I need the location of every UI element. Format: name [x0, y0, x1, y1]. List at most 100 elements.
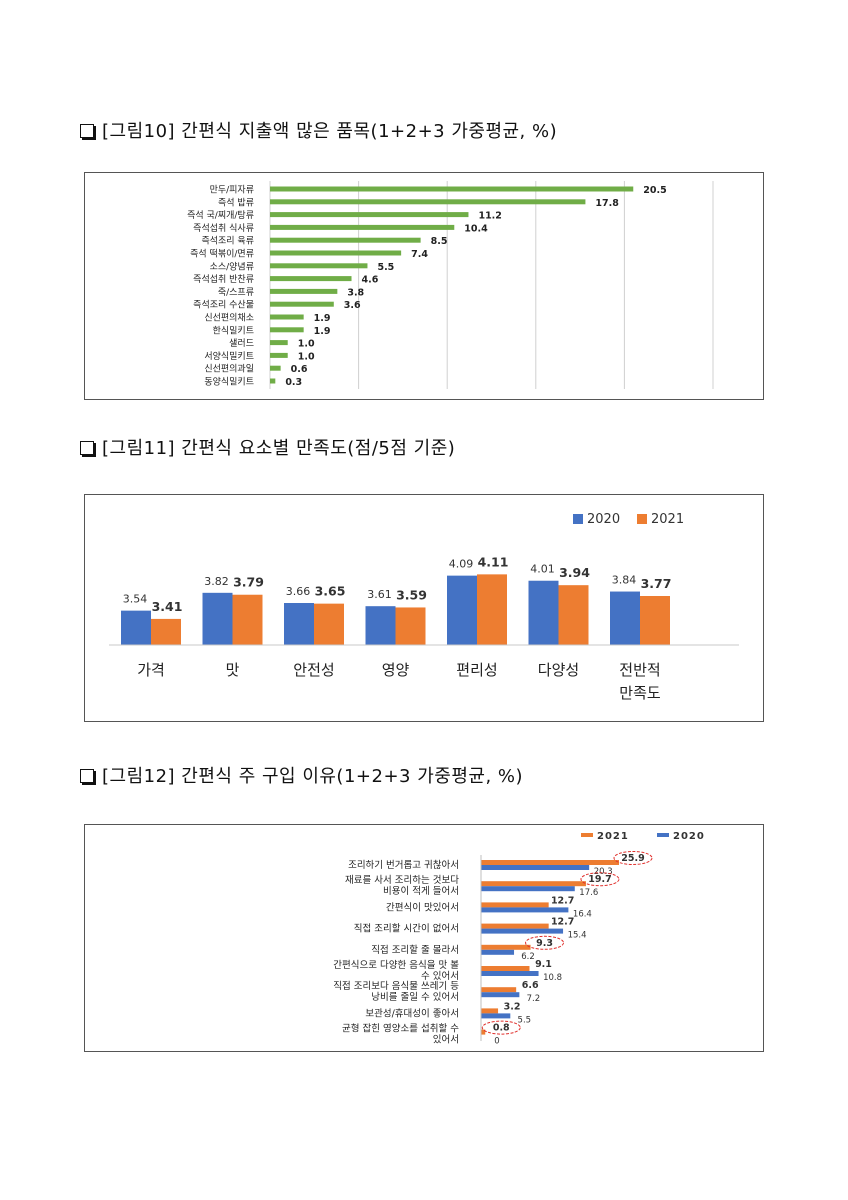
- value-label: 3.59: [396, 587, 427, 602]
- category-label: 보관성/휴대성이 좋아서: [365, 1008, 459, 1019]
- category-label: 직접 조리할 시간이 없어서: [354, 923, 459, 935]
- value-label: 6.2: [521, 952, 535, 962]
- value-label: 10.8: [543, 973, 562, 983]
- bar: [477, 574, 507, 645]
- value-label: 3.54: [123, 593, 148, 606]
- value-label: 3.6: [344, 300, 361, 311]
- category-label: 즉석조리 육류: [201, 236, 254, 247]
- category-label: 있어서: [433, 1034, 459, 1046]
- bar: [481, 944, 531, 950]
- bar: [270, 327, 304, 333]
- value-label: 16.4: [573, 909, 592, 919]
- bar: [121, 610, 151, 645]
- category-label: 영양: [382, 661, 410, 679]
- legend-label: 2021: [597, 831, 629, 842]
- category-label: 만두/피자류: [210, 185, 254, 196]
- bar: [481, 923, 549, 929]
- category-label: 죽/스프류: [218, 287, 254, 298]
- value-label: 0: [494, 1037, 499, 1047]
- value-label: 0.3: [285, 377, 302, 388]
- value-label: 5.5: [377, 262, 394, 273]
- category-label: 샐러드: [229, 338, 254, 349]
- fig10-bar-chart: 만두/피자류 20.5 즉석 밥류 17.8 즉석 국/찌개/탕류 11.2 즉석섭취 식사…: [187, 181, 714, 389]
- bar: [270, 212, 469, 218]
- bar: [481, 881, 586, 887]
- category-label: 즉석섭취 반찬류: [193, 274, 254, 285]
- bar: [270, 314, 304, 320]
- legend-swatch: [637, 514, 647, 524]
- fig11-heading: [그림11] 간편식 요소별 만족도(점/5점 기준): [80, 434, 455, 460]
- category-label: 신선편의채소: [204, 312, 254, 324]
- bar: [270, 288, 338, 294]
- bar: [395, 607, 426, 645]
- value-label: 1.0: [298, 339, 315, 350]
- category-label: 맛: [226, 661, 240, 679]
- bar: [481, 949, 515, 955]
- value-label: 10.4: [464, 223, 488, 234]
- value-label: 19.7: [588, 874, 611, 885]
- bar: [270, 301, 334, 307]
- value-label: 7.2: [527, 994, 541, 1004]
- legend-swatch: [657, 833, 669, 837]
- bar: [640, 596, 670, 645]
- category-label: 즉석 떡볶이/면류: [190, 249, 254, 260]
- value-label: 20.3: [594, 867, 613, 877]
- value-label: 3.66: [286, 585, 311, 598]
- value-label: 3.41: [152, 599, 183, 614]
- category-label: 소스/양념류: [210, 261, 254, 272]
- category-label: 만족도: [619, 684, 661, 702]
- category-label: 균형 잡힌 영양소를 섭취할 수: [342, 1023, 459, 1035]
- bar: [481, 966, 530, 971]
- category-label: 낭비를 줄일 수 있어서: [371, 991, 459, 1003]
- bar: [610, 591, 640, 645]
- category-label: 안전성: [293, 661, 334, 679]
- value-label: 1.0: [298, 351, 315, 362]
- category-label: 즉석 국/찌개/탕류: [187, 210, 254, 221]
- fig12-bar-chart: 2021 2020 조리하기 번거롭고 귀찮아서 25.9 20.3 재료를 사서 조리하…: [333, 831, 705, 1047]
- category-label: 조리하기 번거롭고 귀찮아서: [348, 859, 459, 871]
- fig11-chart-frame: 2020 2021 3.54 3.41 가격 3.82 3.79 맛 3.66 3.65 안전성 3.…: [84, 494, 764, 722]
- value-label: 9.1: [535, 959, 552, 970]
- bar: [270, 199, 586, 205]
- legend-label: 2020: [587, 512, 620, 527]
- value-label: 3.2: [504, 1001, 521, 1012]
- value-label: 4.11: [478, 554, 509, 569]
- value-label: 3.82: [204, 575, 229, 588]
- legend-label: 2021: [651, 512, 684, 527]
- value-label: 1.9: [314, 313, 331, 324]
- category-label: 즉석조리 수산물: [193, 300, 254, 311]
- bar: [481, 928, 564, 934]
- fig10-title: [그림10] 간편식 지출액 많은 품목(1+2+3 가중평균, %): [102, 121, 558, 142]
- value-label: 12.7: [551, 917, 574, 928]
- bar: [314, 603, 344, 645]
- category-label: 비용이 적게 들어서: [383, 885, 459, 897]
- bar: [528, 580, 559, 645]
- category-label: 간편식으로 다양한 음식을 맛 볼: [333, 959, 459, 971]
- bar: [481, 907, 569, 913]
- category-label: 동양식밀키트: [204, 376, 254, 388]
- value-label: 3.61: [367, 588, 392, 601]
- legend-label: 2020: [673, 831, 705, 842]
- category-label: 전반적: [619, 661, 660, 679]
- value-label: 6.6: [522, 980, 539, 991]
- bar: [481, 1013, 511, 1019]
- bar: [365, 606, 396, 645]
- category-label: 수 있어서: [421, 970, 459, 982]
- bar: [481, 865, 590, 870]
- bar: [270, 276, 352, 282]
- checkbox-square-icon: [80, 124, 94, 138]
- value-label: 20.5: [643, 185, 666, 196]
- category-label: 편리성: [456, 661, 497, 679]
- value-label: 9.3: [536, 938, 553, 949]
- value-label: 17.6: [579, 888, 598, 898]
- category-label: 직접 조리할 줄 몰라서: [371, 944, 459, 956]
- value-label: 25.9: [621, 853, 644, 864]
- value-label: 0.6: [291, 364, 308, 375]
- bar: [481, 860, 619, 865]
- bar: [270, 378, 276, 384]
- value-label: 3.65: [315, 584, 346, 599]
- checkbox-square-icon: [80, 441, 94, 455]
- category-label: 가격: [137, 661, 165, 679]
- category-label: 간편식이 맛있어서: [386, 901, 459, 913]
- legend-swatch: [581, 833, 593, 837]
